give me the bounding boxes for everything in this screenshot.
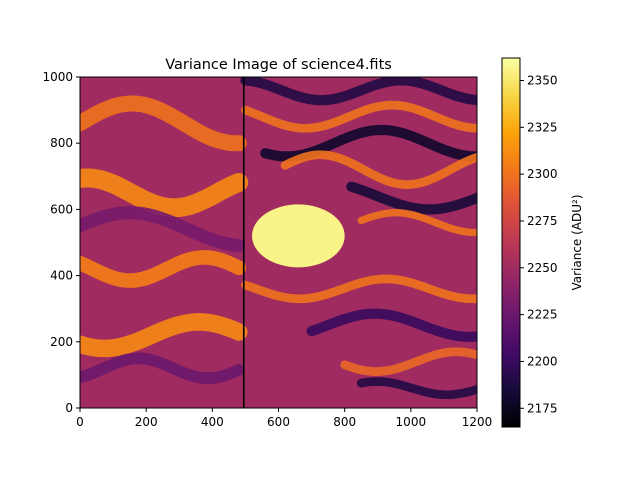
colorbar-tick-label: 2200	[527, 354, 558, 368]
intensity-band	[280, 150, 477, 189]
y-tick-label: 1000	[42, 70, 73, 84]
intensity-band	[80, 95, 247, 152]
colorbar-tick-label: 2350	[527, 73, 558, 87]
x-tick-label: 1200	[462, 415, 493, 429]
saturated-blob	[252, 204, 345, 268]
colorbar-tick-label: 2325	[527, 120, 558, 134]
x-tick-label: 400	[201, 415, 224, 429]
x-tick-label: 800	[333, 415, 356, 429]
intensity-band	[80, 250, 247, 288]
intensity-band	[241, 274, 477, 304]
intensity-band	[241, 100, 477, 133]
colorbar-gradient	[501, 57, 521, 428]
y-tick-label: 200	[50, 335, 73, 349]
colorbar-tick-label: 2250	[527, 261, 558, 275]
x-axis: 0 200 400 600 800 1000 1200	[76, 408, 492, 429]
y-axis: 0 200 400 600 800 1000	[42, 70, 80, 415]
intensity-band	[240, 77, 477, 106]
colorbar-tick-label: 2175	[527, 401, 558, 415]
x-tick-label: 600	[267, 415, 290, 429]
colorbar-tick-label: 2300	[527, 167, 558, 181]
heatmap-structure	[80, 77, 477, 400]
heatmap-plot	[80, 77, 477, 408]
x-tick-label: 1000	[396, 415, 427, 429]
intensity-band	[80, 206, 246, 253]
intensity-band	[306, 308, 477, 342]
y-tick-label: 400	[50, 269, 73, 283]
intensity-band	[80, 352, 245, 385]
colorbar-ticks: 2175 2200 2225 2250 2275 2300 2325 2350	[520, 73, 558, 415]
intensity-band	[80, 168, 249, 218]
y-tick-label: 800	[50, 136, 73, 150]
colorbar-tick-label: 2225	[527, 308, 558, 322]
colorbar: 2175 2200 2225 2250 2275 2300 2325 2350 Varianc…	[501, 57, 584, 428]
intensity-band	[80, 313, 248, 358]
x-tick-label: 200	[135, 415, 158, 429]
intensity-band	[346, 181, 477, 215]
intensity-band	[357, 209, 477, 237]
chart-title: Variance Image of science4.fits	[165, 57, 392, 73]
intensity-band	[356, 377, 477, 400]
x-tick-label: 0	[76, 415, 84, 429]
intensity-band	[340, 347, 477, 376]
colorbar-label: Variance (ADU²)	[570, 194, 584, 290]
colorbar-tick-label: 2275	[527, 214, 558, 228]
y-tick-label: 600	[50, 202, 73, 216]
y-tick-label: 0	[65, 401, 73, 415]
